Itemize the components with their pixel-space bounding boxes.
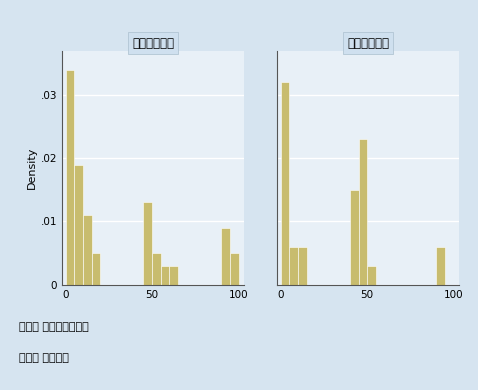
Bar: [230, 253, 239, 285]
Bar: [281, 82, 289, 285]
Title: 直接被害なし: 直接被害なし: [132, 37, 174, 50]
Text: 縦軸： 相対度数: 縦軸： 相対度数: [19, 353, 69, 363]
Y-axis label: Density: Density: [27, 147, 37, 189]
Bar: [152, 253, 161, 285]
Bar: [65, 70, 74, 285]
Text: 横軸： 主観確率（％）: 横軸： 主観確率（％）: [19, 322, 89, 332]
Bar: [161, 266, 169, 285]
Bar: [350, 190, 358, 285]
Bar: [221, 228, 230, 285]
Bar: [169, 266, 178, 285]
Bar: [83, 215, 92, 285]
Bar: [143, 202, 152, 285]
Bar: [367, 266, 376, 285]
Bar: [298, 247, 307, 285]
Bar: [92, 253, 100, 285]
Bar: [436, 247, 445, 285]
Bar: [289, 247, 298, 285]
Title: 直接被害あり: 直接被害あり: [347, 37, 389, 50]
Bar: [358, 139, 367, 285]
Bar: [74, 165, 83, 285]
